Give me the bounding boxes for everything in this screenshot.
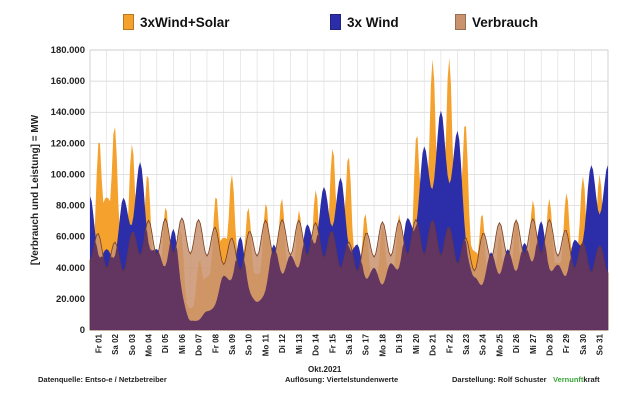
- legend-swatch: [455, 14, 466, 30]
- x-tick-label: Mo 25: [495, 333, 504, 356]
- x-tick-label: Fr 29: [562, 333, 571, 353]
- legend-label: Verbrauch: [472, 14, 539, 30]
- x-tick-label: Di 05: [161, 333, 170, 353]
- x-tick-label: Do 21: [429, 333, 438, 355]
- y-tick-label: 20.000: [56, 294, 85, 305]
- y-tick-label: 0: [80, 325, 85, 336]
- x-tick-label: Di 12: [278, 333, 287, 353]
- y-tick-label: 160.000: [51, 76, 85, 87]
- series-areas: [89, 57, 609, 331]
- resolution-note: Auflösung: Viertelstundenwerte: [285, 375, 399, 384]
- x-tick-label: Mo 04: [144, 333, 153, 356]
- x-tick-label: Sa 23: [462, 333, 471, 354]
- x-tick-label: Mo 18: [378, 333, 387, 356]
- legend-item: Verbrauch: [455, 11, 538, 33]
- y-tick-label: 40.000: [56, 263, 85, 274]
- x-tick-labels: Fr 01 Sa 02 So 03 Mo 04 Di 05 Mi 06 Do 07 Fr 08…: [94, 333, 604, 356]
- y-tick-label: 80.000: [56, 201, 85, 212]
- x-axis-label: Okt.2021: [308, 365, 342, 374]
- legend-label: 3x Wind: [347, 14, 399, 30]
- x-tick-label: Sa 30: [579, 333, 588, 354]
- y-tick-label: 180.000: [51, 45, 85, 56]
- brand-logo: Vernunftkraft: [553, 375, 600, 384]
- x-tick-label: Mi 20: [412, 333, 421, 354]
- y-axis-label: [Verbrauch und Leistung] = MW: [30, 114, 41, 266]
- legend-swatch: [330, 14, 341, 30]
- brand-part1: Vernunft: [553, 375, 584, 384]
- brand-part2: kraft: [583, 375, 600, 384]
- x-tick-label: Fr 01: [94, 333, 103, 353]
- x-tick-label: Fr 22: [445, 333, 454, 353]
- x-tick-label: So 17: [362, 333, 371, 355]
- x-tick-label: Do 07: [195, 333, 204, 355]
- x-tick-label: So 24: [479, 333, 488, 355]
- y-tick-label: 120.000: [51, 138, 85, 149]
- x-tick-label: So 31: [596, 333, 605, 355]
- x-tick-label: Sa 16: [345, 333, 354, 354]
- x-tick-label: Di 19: [395, 333, 404, 353]
- x-tick-label: Mi 06: [178, 333, 187, 354]
- x-tick-label: Fr 08: [211, 333, 220, 353]
- x-tick-label: Mi 13: [295, 333, 304, 354]
- x-tick-label: Sa 09: [228, 333, 237, 354]
- source-note: Datenquelle: Entso-e / Netzbetreiber: [38, 375, 167, 384]
- legend-swatch: [123, 14, 134, 30]
- x-tick-label: Di 26: [512, 333, 521, 353]
- x-tick-label: Fr 15: [328, 333, 337, 353]
- y-tick-label: 60.000: [56, 232, 85, 243]
- x-tick-label: So 10: [245, 333, 254, 355]
- x-tick-label: Do 14: [312, 333, 321, 355]
- legend-item: 3x Wind: [330, 11, 399, 33]
- legend-item: 3xWind+Solar: [123, 11, 230, 33]
- overlap-area: [90, 220, 608, 330]
- y-tick-label: 140.000: [51, 107, 85, 118]
- x-tick-label: So 03: [128, 333, 137, 355]
- x-tick-label: Mi 27: [529, 333, 538, 354]
- x-tick-label: Mo 11: [261, 333, 270, 356]
- x-tick-label: Sa 02: [111, 333, 120, 354]
- y-tick-labels: 0 20.000 40.000 60.000 80.000 100.000 120.000 1…: [51, 45, 85, 336]
- legend-label: 3xWind+Solar: [140, 14, 230, 30]
- y-tick-label: 100.000: [51, 169, 85, 180]
- x-tick-label: Do 28: [546, 333, 555, 355]
- author-note: Darstellung: Rolf Schuster: [452, 375, 547, 384]
